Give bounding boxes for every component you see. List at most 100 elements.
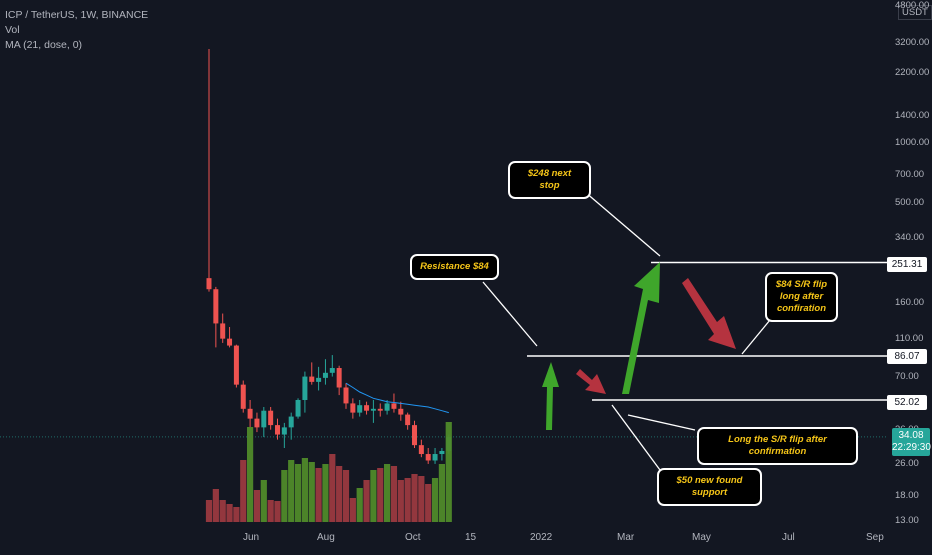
annotation-next-stop[interactable]: $248 next stop <box>508 161 591 199</box>
time-tick-label: Sep <box>866 532 884 543</box>
time-tick-label: 15 <box>465 532 477 543</box>
red-arrow-small <box>576 369 606 394</box>
price-tag-support: 52.02 <box>887 395 927 410</box>
volume-bar <box>377 468 384 522</box>
green-arrow-small <box>542 362 559 430</box>
price-tick-label: 13.00 <box>895 515 919 526</box>
candle-body <box>247 408 253 419</box>
callout-pointer <box>482 281 538 347</box>
candle-body <box>233 345 239 385</box>
candle-body <box>364 405 370 411</box>
annotation-long-flip-text: Long the S/R flip after confirmation <box>728 434 827 457</box>
annotation-new-support[interactable]: $50 new found support <box>657 468 762 506</box>
candle-body <box>206 278 212 290</box>
currency-label[interactable]: USDT <box>898 5 932 20</box>
volume-bar <box>281 470 288 522</box>
volume-bar <box>356 488 363 522</box>
candle-body <box>418 445 424 455</box>
callout-pointer <box>611 404 661 471</box>
volume-bar <box>267 500 274 522</box>
time-tick-label: Oct <box>405 532 421 543</box>
volume-bar <box>212 489 219 522</box>
candle-body <box>384 403 390 411</box>
price-tick-label: 1400.00 <box>895 110 930 121</box>
callout-pointer <box>577 185 661 257</box>
candle-body <box>357 405 363 413</box>
candle-body <box>343 387 349 404</box>
annotation-sr-flip[interactable]: $84 S/R flip long after confiration <box>765 272 838 322</box>
price-tick-label: 340.00 <box>895 232 925 243</box>
price-tick-label: 500.00 <box>895 197 925 208</box>
candle-body <box>281 427 287 435</box>
time-tick-label: Aug <box>317 532 335 543</box>
candle-body <box>275 425 280 435</box>
volume-bar <box>411 474 418 522</box>
candle-body <box>412 425 417 446</box>
candle-body <box>227 338 233 346</box>
candle-body <box>377 408 383 411</box>
volume-bar <box>438 464 445 522</box>
volume-bar <box>294 464 302 522</box>
candle-body <box>288 416 294 428</box>
annotation-sr-flip-line-2: long after <box>779 291 824 302</box>
annotation-resistance-text: Resistance $84 <box>420 261 489 272</box>
last-price-tag: 34.08 22:29:30 <box>892 428 931 456</box>
candle-body <box>336 368 342 388</box>
candle-body <box>391 403 397 409</box>
price-tick-label: 1000.00 <box>895 137 930 148</box>
candle-body <box>309 376 315 382</box>
last-price-value: 34.08 <box>898 430 924 441</box>
candle-body <box>370 408 376 411</box>
ma-line <box>345 382 449 414</box>
bar-countdown: 22:29:30 <box>892 442 931 453</box>
volume-bar <box>260 480 267 522</box>
annotation-long-flip[interactable]: Long the S/R flip after confirmation <box>697 427 858 465</box>
volume-indicator-label[interactable]: Vol <box>5 24 20 36</box>
price-tick-label: 160.00 <box>895 297 925 308</box>
volume-bar <box>418 476 425 522</box>
volume-bar <box>322 464 329 522</box>
volume-bar <box>363 480 370 522</box>
price-tick-label: 26.00 <box>895 458 919 469</box>
volume-bar <box>274 501 281 522</box>
volume-bar <box>445 422 452 522</box>
candle-body <box>213 289 219 324</box>
volume-bar <box>370 470 377 522</box>
candle-body <box>425 454 431 461</box>
chart-legend: ICP / TetherUS, 1W, BINANCE Vol MA (21, … <box>5 8 148 53</box>
volume-bar <box>342 470 350 522</box>
callout-pointer <box>627 414 696 431</box>
volume-bar <box>384 464 391 522</box>
volume-bar <box>308 462 315 522</box>
volume-bar <box>226 504 233 522</box>
callout-pointer <box>741 319 771 355</box>
price-tick-label: 110.00 <box>895 333 924 344</box>
candle-body <box>295 399 301 417</box>
annotation-resistance[interactable]: Resistance $84 <box>410 254 499 280</box>
price-tick-label: 2200.00 <box>895 67 930 78</box>
candle-body <box>220 323 226 339</box>
candle-body <box>261 410 267 428</box>
volume-bar <box>288 460 295 522</box>
price-tick-label: 4800.00 <box>895 0 930 11</box>
time-tick-label: Jul <box>782 532 795 543</box>
ma-indicator-label[interactable]: MA (21, dose, 0) <box>5 39 83 51</box>
annotation-sr-flip-line-3: confiration <box>776 303 827 314</box>
volume-bar <box>301 458 308 522</box>
green-arrow-large <box>622 262 660 394</box>
candle-body <box>405 414 411 426</box>
symbol-title[interactable]: ICP / TetherUS, 1W, BINANCE <box>5 9 149 21</box>
volume-bar <box>390 466 398 522</box>
price-tick-label: 18.00 <box>895 490 919 501</box>
candle-body <box>316 377 322 382</box>
volume-bar <box>205 500 213 522</box>
volume-bar <box>397 480 404 522</box>
annotation-new-support-text: $50 new found support <box>676 475 743 498</box>
volume-bar <box>247 427 254 522</box>
candle-body <box>350 403 356 413</box>
time-tick-label: 2022 <box>530 532 553 543</box>
candle-body <box>268 410 274 426</box>
volume-bar <box>329 454 336 522</box>
